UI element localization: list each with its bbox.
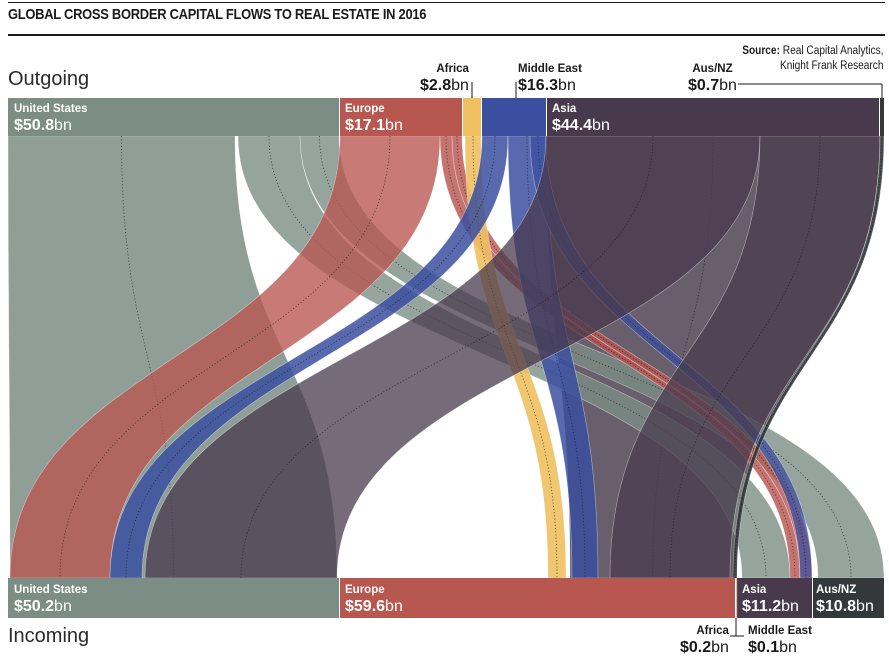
outgoing-asia-name: Asia <box>552 103 577 115</box>
outgoing-middle-east-value: $16.3 <box>518 76 559 94</box>
bars-layer <box>8 98 884 618</box>
outgoing-asia-unit: bn <box>592 116 610 134</box>
outgoing-middle-east-name: Middle East <box>518 63 582 75</box>
title-top-rule <box>8 2 885 3</box>
incoming-europe-value: $59.6 <box>345 597 386 615</box>
incoming-us-unit: bn <box>54 597 72 615</box>
outgoing-europe-unit: bn <box>385 116 403 134</box>
incoming-middle-east-value: $0.1 <box>748 638 780 656</box>
incoming-aus-nz-value: $10.8 <box>816 597 857 615</box>
source-line-2: Knight Frank Research <box>779 60 883 72</box>
incoming-aus-nz-bar <box>813 578 884 618</box>
flow-asia-to-us-guide <box>240 135 654 579</box>
outgoing-us-value: $50.8 <box>14 116 55 134</box>
source-line-1: Real Capital Analytics, <box>782 45 883 57</box>
outgoing-europe-name: Europe <box>345 103 385 115</box>
incoming-us-value: $50.2 <box>14 597 55 615</box>
incoming-asia-name: Asia <box>742 584 767 596</box>
outgoing-africa-label: Africa $2.8bn <box>420 63 469 94</box>
flow-us-to-aus-nz <box>299 135 885 579</box>
outgoing-africa-unit: bn <box>451 76 469 94</box>
incoming-asia-unit: bn <box>781 597 799 615</box>
incoming-europe-name: Europe <box>345 584 385 596</box>
flow-asia-to-europe-guide <box>669 135 821 579</box>
incoming-europe-bar <box>340 578 735 618</box>
incoming-asia-value: $11.2 <box>742 597 782 615</box>
outgoing-us-label: United States $50.8bn <box>14 103 88 134</box>
flow-us-to-aus-nz-guide <box>319 135 852 579</box>
incoming-aus-nz-label: Aus/NZ $10.8bn <box>816 584 874 615</box>
incoming-asia-label: Asia $11.2bn <box>742 584 799 615</box>
incoming-aus-nz-name: Aus/NZ <box>816 584 857 596</box>
incoming-middle-east-name: Middle East <box>748 625 812 637</box>
outgoing-aus-nz-unit: bn <box>719 76 737 94</box>
flow-europe-to-us-guide <box>59 135 391 579</box>
incoming-us-name: United States <box>14 584 88 596</box>
outgoing-europe-label: Europe $17.1bn <box>345 103 403 134</box>
incoming-aus-nz-unit: bn <box>856 597 874 615</box>
outgoing-africa-name: Africa <box>436 63 469 75</box>
incoming-middle-east-bar <box>737 578 738 618</box>
incoming-africa-name: Africa <box>696 625 729 637</box>
outgoing-us-unit: bn <box>54 116 72 134</box>
incoming-europe-unit: bn <box>385 597 403 615</box>
outgoing-asia-value: $44.4 <box>552 116 593 134</box>
flow-aus-nz-to-europe-guide <box>734 135 883 579</box>
incoming-africa-label: Africa $0.2bn <box>680 625 729 656</box>
incoming-africa-value: $0.2 <box>680 638 712 656</box>
outgoing-africa-value: $2.8 <box>420 76 452 94</box>
outgoing-us-bar <box>8 98 339 136</box>
page-title: GLOBAL CROSS BORDER CAPITAL FLOWS TO REA… <box>8 6 427 23</box>
outgoing-europe-value: $17.1 <box>345 116 386 134</box>
incoming-us-label: United States $50.2bn <box>14 584 88 615</box>
outgoing-us-name: United States <box>14 103 88 115</box>
title-rule <box>8 34 885 36</box>
flow-us-to-asia-guide <box>268 135 767 579</box>
outgoing-aus-nz-label: Aus/NZ $0.7bn <box>688 63 737 94</box>
flow-europe-to-asia-guide <box>445 135 796 579</box>
outgoing-asia-bar <box>547 98 879 136</box>
leader-lines-layer <box>471 82 883 637</box>
incoming-europe-label: Europe $59.6bn <box>345 584 403 615</box>
incoming-africa-bar <box>736 578 737 618</box>
incoming-middle-east-label: Middle East $0.1bn <box>748 625 812 656</box>
outgoing-aus-nz-value: $0.7 <box>688 76 720 94</box>
outgoing-label: Outgoing <box>8 68 90 90</box>
outgoing-asia-label: Asia $44.4bn <box>552 103 610 134</box>
outgoing-europe-bar <box>340 98 462 136</box>
flows-layer <box>7 135 885 579</box>
incoming-label: Incoming <box>8 625 90 647</box>
source-label: Source: <box>741 45 780 57</box>
outgoing-aus-nz-bar <box>880 98 884 136</box>
outgoing-aus-nz-name: Aus/NZ <box>692 63 733 75</box>
outgoing-africa-bar <box>463 98 481 136</box>
incoming-middle-east-unit: bn <box>779 638 797 656</box>
outgoing-middle-east-unit: bn <box>558 76 576 94</box>
outgoing-middle-east-label: Middle East $16.3bn <box>518 63 582 94</box>
incoming-asia-bar <box>738 578 812 618</box>
outgoing-middle-east-bar <box>482 98 546 136</box>
source-note: Source: Real Capital Analytics, Knight F… <box>742 44 883 74</box>
incoming-africa-unit: bn <box>711 638 729 656</box>
incoming-us-bar <box>8 578 339 618</box>
